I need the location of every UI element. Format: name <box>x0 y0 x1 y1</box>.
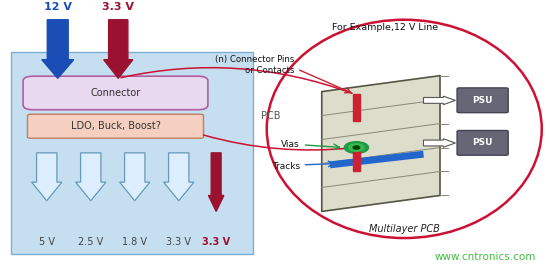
FancyArrow shape <box>120 153 150 201</box>
Bar <box>353 150 360 171</box>
Text: PSU: PSU <box>472 96 493 105</box>
Circle shape <box>353 146 360 149</box>
Polygon shape <box>322 76 440 211</box>
Text: 3.3 V: 3.3 V <box>102 2 134 12</box>
Text: 3.3 V: 3.3 V <box>166 237 191 247</box>
Circle shape <box>349 144 364 151</box>
Text: PCB: PCB <box>261 111 280 121</box>
Text: 5 V: 5 V <box>39 237 55 247</box>
FancyArrow shape <box>76 153 106 201</box>
FancyArrow shape <box>424 96 455 105</box>
FancyBboxPatch shape <box>23 76 208 110</box>
Text: PSU: PSU <box>472 138 493 147</box>
FancyBboxPatch shape <box>11 52 253 254</box>
FancyBboxPatch shape <box>457 88 508 113</box>
FancyArrow shape <box>424 139 455 147</box>
Text: Vias: Vias <box>281 140 300 149</box>
Ellipse shape <box>267 20 542 238</box>
FancyArrow shape <box>164 153 194 201</box>
Text: Connector: Connector <box>90 88 141 98</box>
FancyArrow shape <box>208 153 224 211</box>
Text: 1.8 V: 1.8 V <box>122 237 147 247</box>
Text: or: or <box>211 198 221 208</box>
Text: LDO, Buck, Boost?: LDO, Buck, Boost? <box>70 121 161 131</box>
Text: 12 V: 12 V <box>44 2 72 12</box>
Text: 3.3 V: 3.3 V <box>202 237 230 247</box>
Text: For Example,12 V Line: For Example,12 V Line <box>332 23 438 32</box>
Text: (n) Connector Pins
or Contacts: (n) Connector Pins or Contacts <box>215 55 294 75</box>
Text: www.cntronics.com: www.cntronics.com <box>435 252 536 262</box>
Text: Multilayer PCB: Multilayer PCB <box>369 224 439 234</box>
FancyArrow shape <box>32 153 62 201</box>
FancyArrow shape <box>42 20 74 78</box>
Circle shape <box>344 142 369 153</box>
Text: Tracks: Tracks <box>272 162 300 171</box>
Text: 2.5 V: 2.5 V <box>78 237 103 247</box>
FancyBboxPatch shape <box>28 114 204 138</box>
Bar <box>353 94 360 121</box>
FancyArrow shape <box>103 20 133 78</box>
FancyBboxPatch shape <box>457 130 508 155</box>
